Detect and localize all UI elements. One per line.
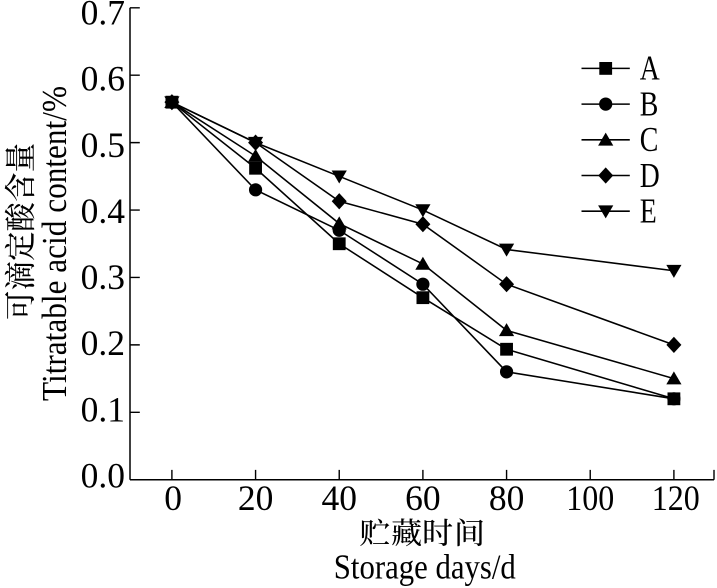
svg-text:0.3: 0.3 — [81, 257, 125, 297]
svg-text:B: B — [640, 85, 659, 123]
svg-text:100: 100 — [566, 478, 614, 518]
svg-text:0.2: 0.2 — [81, 323, 125, 363]
svg-text:C: C — [640, 121, 659, 159]
svg-text:0.4: 0.4 — [81, 191, 126, 231]
svg-text:A: A — [640, 50, 660, 88]
svg-text:80: 80 — [489, 478, 525, 518]
svg-text:D: D — [640, 157, 660, 195]
svg-text:0.7: 0.7 — [81, 0, 125, 33]
svg-text:Titratable acid content/%: Titratable acid content/% — [35, 86, 74, 401]
svg-text:0: 0 — [164, 478, 182, 518]
svg-text:0.0: 0.0 — [81, 456, 125, 496]
svg-text:40: 40 — [321, 478, 357, 518]
svg-text:0.6: 0.6 — [81, 59, 125, 99]
svg-text:60: 60 — [405, 478, 441, 518]
svg-text:120: 120 — [652, 478, 700, 518]
svg-text:20: 20 — [238, 478, 274, 518]
svg-text:Storage days/d: Storage days/d — [334, 547, 516, 586]
svg-text:0.1: 0.1 — [81, 389, 125, 429]
svg-text:E: E — [640, 193, 657, 231]
svg-text:0.5: 0.5 — [81, 125, 125, 165]
